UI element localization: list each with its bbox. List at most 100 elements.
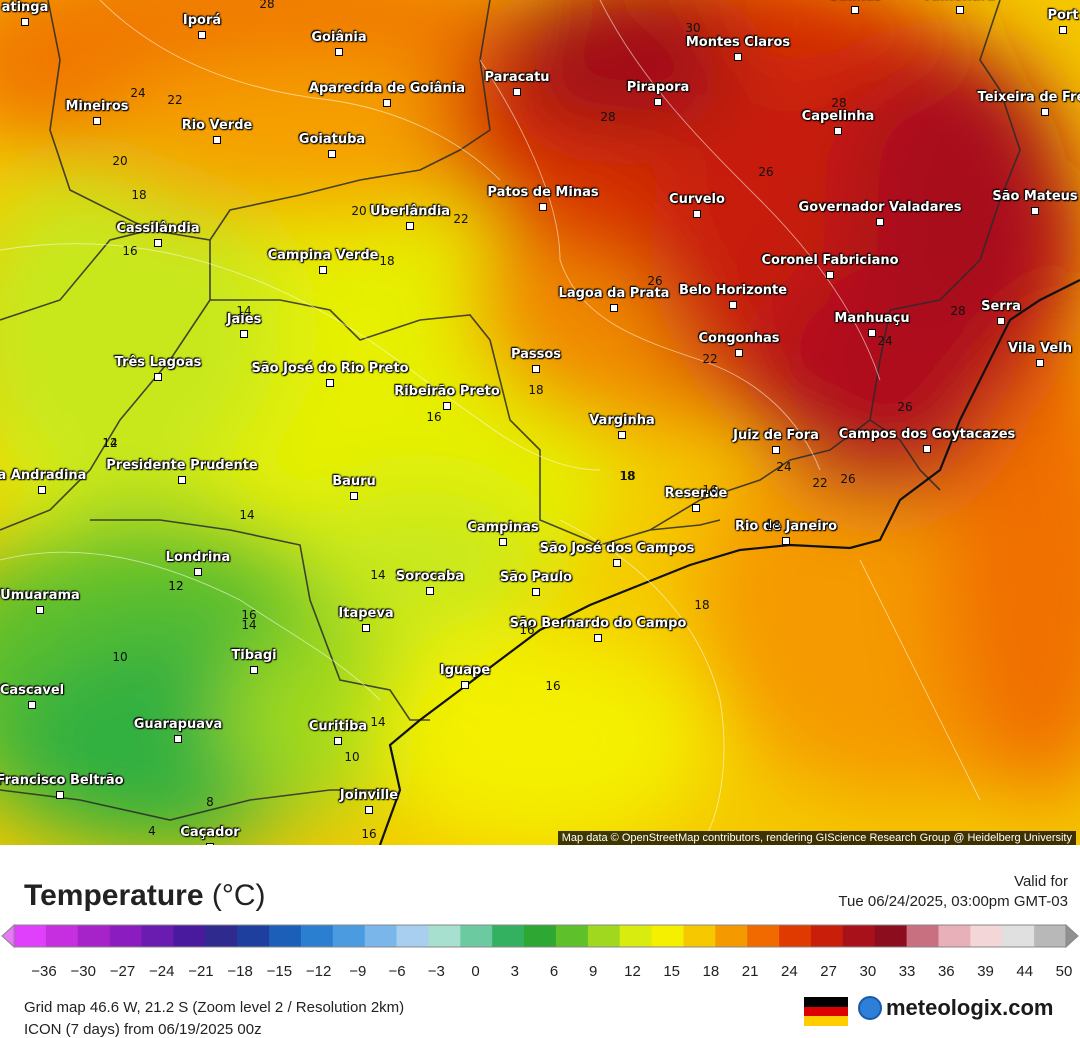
city-label: Cascavel bbox=[0, 683, 65, 698]
scale-tick-label: 6 bbox=[549, 963, 559, 980]
city-label: Umuarama bbox=[0, 588, 80, 603]
scale-color-cell bbox=[237, 925, 270, 947]
isotherm-label: 14 bbox=[236, 304, 252, 318]
scale-color-cell bbox=[109, 925, 143, 947]
brand-text: meteologix.com bbox=[886, 995, 1054, 1020]
isotherm-label: 24 bbox=[776, 460, 792, 474]
city-marker bbox=[154, 239, 162, 247]
city-label: Vila Velh bbox=[1008, 341, 1072, 356]
scale-color-cell bbox=[842, 925, 876, 947]
scale-tick-label: 15 bbox=[663, 963, 681, 980]
scale-color-cell bbox=[205, 925, 238, 947]
city-marker bbox=[319, 266, 327, 274]
isotherm-label: 22 bbox=[812, 476, 828, 490]
scale-tick-label: 9 bbox=[589, 963, 598, 980]
city-label: Uberlândia bbox=[369, 204, 451, 219]
city-label: Rio Verde bbox=[181, 118, 253, 133]
scale-color-cell bbox=[970, 925, 1003, 947]
color-scale-bar bbox=[1, 923, 1079, 949]
city-marker bbox=[851, 6, 859, 14]
scale-color-cell bbox=[555, 925, 589, 947]
city-marker bbox=[250, 666, 258, 674]
scale-tick-label: 36 bbox=[937, 963, 955, 980]
scale-color-cell bbox=[492, 925, 525, 947]
city-marker bbox=[923, 445, 931, 453]
scale-tick-label: 3 bbox=[510, 963, 519, 980]
temperature-map[interactable]: atinga Iporá Goiânia Aparecida de Goiânia Pa… bbox=[0, 0, 1080, 845]
scale-tick-label: −3 bbox=[427, 963, 445, 980]
city-marker bbox=[328, 150, 336, 158]
scale-tick-label: −15 bbox=[266, 963, 293, 980]
temperature-field bbox=[0, 0, 1080, 845]
city-marker bbox=[876, 218, 884, 226]
scale-color-cell bbox=[173, 925, 206, 947]
city-marker bbox=[1036, 359, 1044, 367]
city-marker bbox=[734, 53, 742, 61]
city-label: Joinville bbox=[339, 788, 399, 803]
scale-color-cell bbox=[906, 925, 940, 947]
scale-right-arrow bbox=[1065, 923, 1079, 949]
scale-color-cell bbox=[715, 925, 748, 947]
city-label: Juiz de Fora bbox=[733, 428, 819, 443]
city-marker bbox=[997, 317, 1005, 325]
isotherm-label: 18 bbox=[528, 383, 544, 397]
brand-logo[interactable]: meteologix.com bbox=[858, 995, 1053, 1021]
city-label: Jales bbox=[226, 312, 262, 327]
city-marker bbox=[56, 791, 64, 799]
scale-tick-label: 24 bbox=[781, 963, 798, 980]
isotherm-label: 14 bbox=[241, 618, 257, 632]
city-label: São José dos Campos bbox=[539, 541, 695, 556]
city-label: Rio de Janeiro bbox=[734, 519, 838, 534]
scale-tick-label: 50 bbox=[1055, 963, 1073, 980]
scale-tick-label: 33 bbox=[898, 963, 916, 980]
scale-tick-label: −21 bbox=[188, 963, 214, 980]
city-label: a Andradina bbox=[0, 468, 87, 483]
meteologix-globe-icon bbox=[858, 996, 882, 1020]
scale-tick-label: −30 bbox=[70, 963, 96, 980]
isotherm-label: 12 bbox=[168, 579, 184, 593]
city-marker bbox=[729, 301, 737, 309]
isotherm-label: 26 bbox=[840, 472, 856, 486]
city-marker bbox=[692, 504, 700, 512]
city-label: Curvelo bbox=[669, 192, 725, 207]
scale-color-cell bbox=[747, 925, 780, 947]
city-marker bbox=[365, 806, 373, 814]
city-marker bbox=[240, 330, 248, 338]
scale-color-cell bbox=[332, 925, 366, 947]
scale-color-cell bbox=[619, 925, 653, 947]
isotherm-label: 26 bbox=[897, 400, 913, 414]
city-label: Congonhas bbox=[698, 331, 780, 346]
isotherm-label: 28 bbox=[600, 110, 616, 124]
scale-color-cell bbox=[651, 925, 685, 947]
scale-tick-label: 18 bbox=[702, 963, 720, 980]
scale-color-cell bbox=[364, 925, 398, 947]
city-label: São Paulo bbox=[499, 570, 573, 585]
isotherm-label: 16 bbox=[426, 410, 442, 424]
city-marker bbox=[362, 624, 370, 632]
city-label: Goiânia bbox=[311, 30, 367, 45]
scale-color-cell bbox=[141, 925, 174, 947]
scale-tick-label: −6 bbox=[388, 963, 406, 980]
isotherm-label: 26 bbox=[647, 274, 663, 288]
scale-tick-label: −9 bbox=[349, 963, 367, 980]
isotherm-label: 28 bbox=[950, 304, 966, 318]
city-marker bbox=[326, 379, 334, 387]
city-marker bbox=[178, 476, 186, 484]
legend-unit: (°C) bbox=[211, 879, 266, 912]
scale-color-cell bbox=[874, 925, 908, 947]
city-label: Governador Valadares bbox=[798, 200, 962, 215]
isotherm-label: 16 bbox=[241, 608, 257, 622]
city-label: Resende bbox=[664, 486, 728, 501]
city-marker bbox=[335, 48, 343, 56]
scale-left-arrow bbox=[1, 923, 15, 949]
scale-color-cell bbox=[14, 925, 47, 947]
city-marker bbox=[1041, 108, 1049, 116]
city-label: Belo Horizonte bbox=[678, 283, 788, 298]
isotherm-label: 22 bbox=[453, 212, 469, 226]
scale-color-cell bbox=[269, 925, 302, 947]
city-label: Guarapuava bbox=[133, 717, 223, 732]
city-marker bbox=[1031, 207, 1039, 215]
city-label: Campos dos Goytacazes bbox=[838, 427, 1016, 442]
scale-color-cell bbox=[938, 925, 971, 947]
scale-tick-label: 44 bbox=[1016, 963, 1034, 980]
